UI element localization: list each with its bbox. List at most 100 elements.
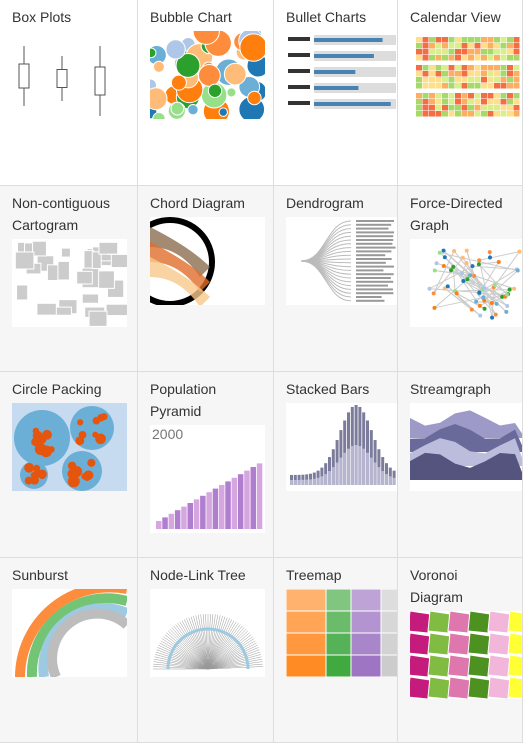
cell-title[interactable]: Bubble Chart — [150, 9, 232, 25]
thumb-shape — [422, 93, 429, 99]
thumb-shape — [468, 49, 474, 55]
thumb-shape — [427, 611, 451, 634]
thumb-shape — [507, 93, 513, 99]
thumb-shape — [416, 99, 422, 105]
cell-title[interactable]: Box Plots — [12, 9, 72, 25]
cell-title[interactable]: Stacked Bars — [286, 381, 370, 397]
thumb-shape — [314, 102, 391, 106]
gallery-cell[interactable]: Voronoi Diagram — [398, 558, 523, 743]
cell-title[interactable]: Dendrogram — [286, 195, 364, 211]
thumb-shape — [487, 93, 494, 99]
thumb-shape — [244, 470, 250, 529]
cell-title[interactable]: Voronoi Diagram — [410, 567, 463, 605]
thumb-shape — [429, 105, 435, 111]
thumbnail[interactable] — [410, 611, 523, 699]
gallery-cell[interactable]: Node-Link Tree — [138, 558, 274, 743]
thumb-shape — [207, 622, 239, 670]
thumb-shape — [150, 242, 210, 292]
gallery-cell[interactable]: Calendar View — [398, 0, 523, 186]
thumb-shape — [288, 69, 310, 73]
thumbnail[interactable] — [286, 403, 398, 491]
cell-title[interactable]: Non-contiguous Cartogram — [12, 195, 111, 233]
thumb-shape — [392, 477, 396, 485]
gallery-cell[interactable]: Dendrogram — [274, 186, 398, 372]
thumb-shape — [476, 262, 481, 267]
gallery-cell[interactable]: Box Plots — [0, 0, 138, 186]
thumb-shape — [416, 77, 422, 83]
thumb-shape — [247, 90, 262, 106]
cell-title[interactable]: Calendar View — [410, 9, 501, 25]
thumbnail[interactable] — [12, 589, 127, 677]
gallery-cell[interactable]: Bubble Chart — [138, 0, 274, 186]
thumb-shape — [356, 231, 395, 234]
thumb-shape — [422, 49, 429, 55]
gallery-cell[interactable]: Chord Diagram — [138, 186, 274, 372]
thumb-shape — [207, 654, 262, 670]
thumb-shape — [461, 71, 468, 77]
thumb-shape — [320, 476, 324, 485]
cell-title[interactable]: Bullet Charts — [286, 9, 367, 25]
thumbnail[interactable] — [150, 217, 265, 305]
thumb-shape — [422, 55, 429, 61]
gallery-cell[interactable]: Treemap — [274, 558, 398, 743]
thumbnail[interactable] — [286, 31, 398, 119]
cell-title[interactable]: Sunburst — [12, 567, 69, 583]
thumb-shape — [500, 111, 507, 117]
thumb-shape — [207, 619, 233, 670]
thumbnail[interactable] — [150, 589, 265, 677]
thumb-shape — [435, 99, 442, 105]
thumb-shape — [442, 65, 448, 71]
thumb-shape — [200, 495, 206, 529]
cell-title[interactable]: Circle Packing — [12, 381, 102, 397]
thumb-shape — [207, 627, 245, 670]
gallery-cell[interactable]: Force-Directed Graph — [398, 186, 523, 372]
thumbnail[interactable] — [410, 31, 523, 119]
thumb-shape — [442, 49, 448, 55]
cell-title[interactable]: Force-Directed Graph — [410, 195, 503, 233]
thumbnail[interactable] — [286, 217, 398, 305]
thumb-shape — [442, 55, 448, 61]
cell-title[interactable]: Chord Diagram — [150, 195, 245, 211]
cell-title[interactable]: Treemap — [286, 567, 342, 583]
thumbnail[interactable] — [12, 403, 127, 491]
thumb-shape — [416, 83, 422, 89]
thumb-shape — [481, 105, 487, 111]
thumb-shape — [335, 462, 339, 485]
thumb-shape — [494, 71, 500, 77]
thumb-shape — [169, 629, 209, 670]
thumb-shape — [481, 37, 487, 43]
thumbnail[interactable] — [12, 239, 127, 327]
thumb-shape — [507, 111, 513, 117]
thumb-shape — [482, 306, 487, 311]
gallery-cell[interactable]: Sunburst — [0, 558, 138, 743]
thumbnail[interactable] — [12, 31, 127, 119]
cell-title[interactable]: Population Pyramid — [150, 381, 217, 419]
thumb-shape — [474, 37, 481, 43]
thumb-shape — [452, 266, 456, 292]
thumbnail[interactable] — [150, 31, 265, 119]
thumb-shape — [434, 261, 439, 266]
thumb-shape — [494, 93, 500, 99]
thumb-shape — [487, 65, 494, 71]
gallery-cell[interactable]: Circle Packing — [0, 372, 138, 558]
thumb-shape — [513, 49, 520, 55]
thumbnail[interactable] — [286, 589, 398, 677]
gallery-cell[interactable]: Stacked Bars — [274, 372, 398, 558]
gallery-cell[interactable]: Streamgraph — [398, 372, 523, 558]
thumb-shape — [416, 37, 422, 43]
gallery-cell[interactable]: Population Pyramid 2000 — [138, 372, 274, 558]
thumb-shape — [150, 257, 210, 305]
cell-title[interactable]: Streamgraph — [410, 381, 491, 397]
thumb-shape — [301, 479, 305, 485]
gallery-cell[interactable]: Non-contiguous Cartogram — [0, 186, 138, 372]
thumb-shape — [429, 99, 435, 105]
thumbnail[interactable] — [410, 403, 523, 491]
thumb-shape — [468, 37, 474, 43]
thumb-shape — [207, 83, 223, 98]
thumbnail[interactable]: 2000 — [150, 425, 265, 533]
cell-title[interactable]: Node-Link Tree — [150, 567, 246, 583]
thumb-shape — [461, 105, 468, 111]
gallery-cell[interactable]: Bullet Charts — [274, 0, 398, 186]
thumbnail[interactable] — [410, 239, 523, 327]
